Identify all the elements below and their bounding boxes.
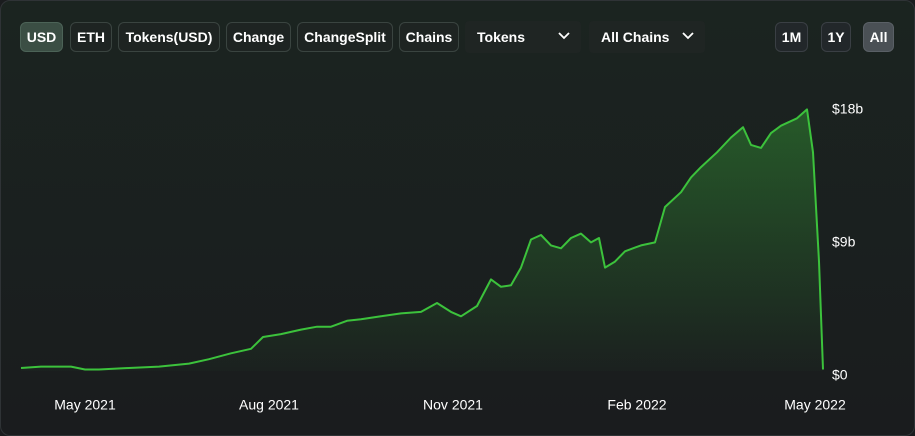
chevron [682, 32, 694, 40]
label: USD [26, 29, 57, 45]
x-tick-label: May 2022 [784, 397, 846, 413]
range-button[interactable]: 1M [775, 22, 808, 52]
area-fill [21, 109, 823, 372]
line [20, 108, 824, 371]
label: Tokens(USD) [125, 29, 213, 45]
label: Change [232, 29, 285, 45]
x-tick-label: Feb 2022 [607, 397, 666, 413]
label: 1M [781, 29, 802, 45]
toggle-button[interactable]: Change [226, 22, 291, 52]
label: 1Y [827, 29, 845, 45]
label: All Chains [601, 29, 670, 45]
label: Chains [405, 29, 453, 45]
toggle-button[interactable]: ETH [70, 22, 112, 52]
range-button[interactable]: All [863, 22, 894, 52]
range-button[interactable]: 1Y [821, 22, 851, 52]
x-tick-label: Nov 2021 [423, 397, 483, 413]
toggle-button[interactable]: ChangeSplit [297, 22, 393, 52]
dropdown[interactable]: All Chains [589, 21, 705, 53]
y-tick-label: $9b [832, 234, 856, 250]
toggle-button[interactable]: Chains [399, 22, 459, 52]
label: Tokens [477, 29, 525, 45]
y-tick-label: $18b [832, 101, 863, 117]
x-tick-label: May 2021 [54, 397, 116, 413]
label: ChangeSplit [304, 29, 386, 45]
label: ETH [77, 29, 105, 45]
dropdown[interactable]: Tokens [465, 21, 581, 53]
x-tick-label: Aug 2021 [239, 397, 299, 413]
label: All [869, 29, 888, 45]
toggle-button[interactable]: USD [20, 22, 63, 52]
y-tick-label: $0 [832, 367, 848, 383]
chevron [558, 32, 570, 40]
toggle-button[interactable]: Tokens(USD) [118, 22, 220, 52]
